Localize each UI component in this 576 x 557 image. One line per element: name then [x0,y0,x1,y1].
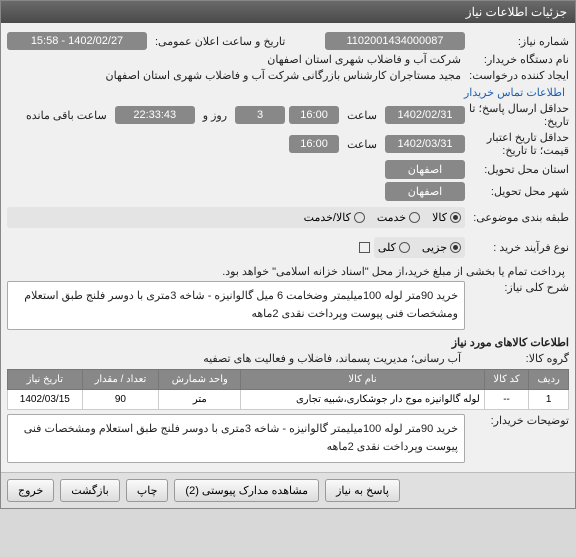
exit-button[interactable]: خروج [7,479,54,502]
requester-label: ایجاد کننده درخواست: [469,69,569,82]
td-qty: 90 [82,390,159,410]
buyer-label: نام دستگاه خریدار: [469,53,569,66]
day-label: روز و [199,109,231,122]
titlebar: جزئیات اطلاعات نیاز [1,1,575,23]
radio-both[interactable]: کالا/خدمت [304,211,365,224]
payment-check[interactable] [359,242,370,253]
payment-note: پرداخت تمام یا بخشی از مبلغ خرید،از محل … [218,265,569,278]
radio-kala[interactable]: کالا [432,211,461,224]
requester: مجید مستاجران کارشناس بازرگانی شرکت آب و… [102,69,465,82]
td-name: لوله گالوانیزه موج دار جوشکاری،شبیه تجار… [241,390,484,410]
print-button[interactable]: چاپ [126,479,169,502]
validity-date: 1402/03/31 [385,135,465,153]
group-radios: کالا خدمت کالا/خدمت [7,207,465,228]
group-label: طبقه بندی موضوعی: [469,211,569,224]
td-unit: متر [159,390,241,410]
public-date: 1402/02/27 - 15:58 [7,32,147,50]
back-button[interactable]: بازگشت [60,479,120,502]
reply-deadline-date: 1402/02/31 [385,106,465,124]
time-label-2: ساعت [343,138,381,151]
city2-label: شهر محل تحویل: [469,185,569,198]
td-code: -- [484,390,529,410]
radio-icon [450,212,461,223]
time-label-1: ساعت [343,109,381,122]
table-row[interactable]: 1 -- لوله گالوانیزه موج دار جوشکاری،شبیه… [8,390,569,410]
radio-koli[interactable]: کلی [378,241,410,254]
th-code: کد کالا [484,370,529,390]
th-name: نام کالا [241,370,484,390]
reply-deadline-label: حداقل ارسال پاسخ؛ تا تاریخ: [469,102,569,128]
validity-time: 16:00 [289,135,339,153]
content: شماره نیاز: 1102001434000087 تاریخ و ساع… [1,23,575,472]
desc-box: خرید 90متر لوله 100میلیمتر وضخامت 6 میل … [7,281,465,330]
radio-icon [409,212,420,223]
validity-label: حداقل تاریخ اعتبار قیمت؛ تا تاریخ: [469,131,569,157]
radio-icon [354,212,365,223]
city: اصفهان [385,160,465,179]
td-row: 1 [529,390,569,410]
th-unit: واحد شمارش [159,370,241,390]
public-date-label: تاریخ و ساعت اعلان عمومی: [151,35,321,48]
window: جزئیات اطلاعات نیاز شماره نیاز: 11020014… [0,0,576,509]
th-qty: تعداد / مقدار [82,370,159,390]
window-title: جزئیات اطلاعات نیاز [466,5,567,19]
process-radios: جزیی کلی [374,237,465,258]
items-table: ردیف کد کالا نام کالا واحد شمارش تعداد /… [7,369,569,410]
desc-label: شرح کلی نیاز: [469,281,569,294]
radio-jozi[interactable]: جزیی [422,241,461,254]
reply-button[interactable]: پاسخ به نیاز [325,479,400,502]
th-date: تاریخ نیاز [8,370,83,390]
table-header-row: ردیف کد کالا نام کالا واحد شمارش تعداد /… [8,370,569,390]
attachments-button[interactable]: مشاهده مدارک پیوستی (2) [174,479,319,502]
radio-khadmat[interactable]: خدمت [377,211,420,224]
buyer-notes: خرید 90متر لوله 100میلیمتر گالوانیزه - ش… [7,414,465,463]
radio-icon [450,242,461,253]
items-header: اطلاعات کالاهای مورد نیاز [7,336,569,349]
buyer: شرکت آب و فاضلاب شهری استان اصفهان [263,53,465,66]
td-date: 1402/03/15 [8,390,83,410]
days: 3 [235,106,285,124]
goods-group: آب رسانی؛ مدیریت پسماند، فاضلاب و فعالیت… [199,352,465,365]
city2: اصفهان [385,182,465,201]
goods-group-label: گروه کالا: [469,352,569,365]
contact-link[interactable]: اطلاعات تماس خریدار [460,86,569,99]
buyer-notes-label: توضیحات خریدار: [469,414,569,427]
radio-icon [399,242,410,253]
th-row: ردیف [529,370,569,390]
remaining-label: ساعت باقی مانده [22,109,111,122]
button-bar: پاسخ به نیاز مشاهده مدارک پیوستی (2) چاپ… [1,472,575,508]
reply-deadline-time: 16:00 [289,106,339,124]
need-no-label: شماره نیاز: [469,35,569,48]
city-label: استان محل تحویل: [469,163,569,176]
need-no: 1102001434000087 [325,32,465,50]
process-label: نوع فرآیند خرید : [469,241,569,254]
remaining-time: 22:33:43 [115,106,195,124]
